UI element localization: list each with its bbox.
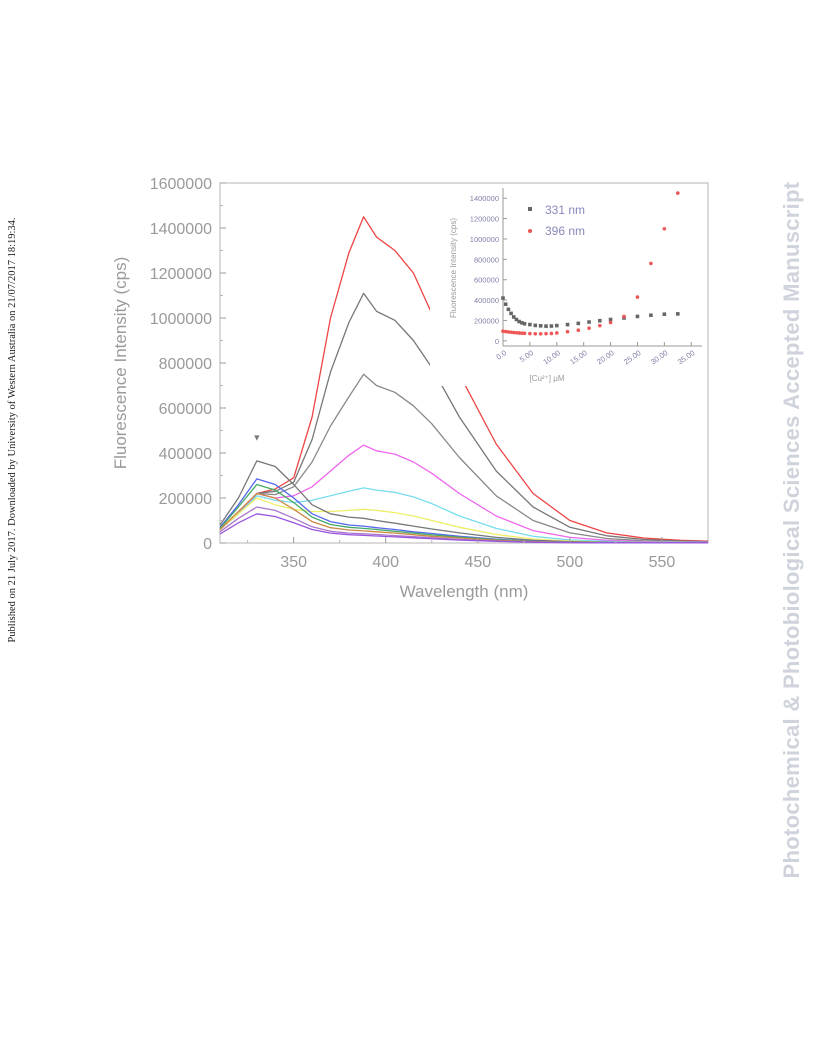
y-tick-label: 1200000 [150,266,212,283]
inset-point-331nm [576,321,581,326]
inset-point-396nm [533,331,538,336]
inset-y-tick-label: 600000 [474,276,499,285]
inset-point-396nm [587,326,591,330]
y-tick-label: 600000 [159,401,212,418]
y-axis-label: Fluorescence Intensity (cps) [111,257,130,470]
spectrum-line-3 [219,373,709,543]
inset-point-331nm [587,320,591,324]
legend-marker-396 [528,229,532,233]
main-axes: 0 200000 400000 600000 800000 1000000 1200000 1… [150,176,676,571]
y-tick-label: 200000 [159,491,212,508]
spectrum-line-4 [219,444,709,543]
main-series-group [219,216,709,544]
inset-point-396nm [528,331,532,336]
x-axis-label: Wavelength (nm) [400,582,529,601]
inset-point-396nm [635,295,640,299]
inset-x-axis-label: [Cu²⁺] μM [529,374,564,383]
x-tick-label: 450 [464,554,491,571]
inset-y-tick-label: 1000000 [470,235,499,244]
inset-point-396nm [554,331,559,335]
inset-point-331nm [549,324,554,328]
y-tick-label: 400000 [159,446,212,463]
inset-point-396nm [501,329,505,334]
y-tick-label: 0 [203,536,212,553]
inset-point-331nm [649,313,653,318]
inset-point-396nm [662,226,667,231]
main-chart: 0 200000 400000 600000 800000 1000000 1200000 1… [111,176,709,601]
inset-point-396nm [522,331,527,336]
inset-point-396nm [598,323,602,328]
inset-point-396nm [576,328,581,333]
inset-y-tick-label: 200000 [474,317,499,326]
y-tick-label: 1600000 [150,176,212,193]
inset-point-396nm [538,331,543,336]
x-tick-label: 400 [372,554,399,571]
inset-point-396nm [565,329,570,334]
inset-point-396nm [514,330,519,335]
inset-point-396nm [544,331,548,336]
inset-point-331nm [501,296,505,300]
spectrum-line-1 [219,216,709,542]
legend-marker-331 [528,207,532,211]
inset-point-396nm [549,331,554,336]
inset-point-396nm [622,314,626,319]
inset-y-axis-label: Fluorescence Intensity (cps) [449,218,458,318]
inset-point-396nm [511,330,516,335]
inset-point-331nm [554,323,559,328]
inset-point-331nm [503,302,508,307]
inset-points-group [501,191,680,336]
y-tick-label: 800000 [159,356,212,373]
inset-point-331nm [528,322,532,327]
inset-point-396nm [509,330,513,335]
inset-point-396nm [503,329,508,334]
inset-point-331nm [565,322,570,327]
inset-point-396nm [649,261,653,266]
inset-point-331nm [517,319,521,324]
inset-chart: 0 200000 400000 600000 800000 1000000 1200000 1… [430,186,706,386]
legend-label-396: 396 nm [545,224,585,238]
spectrum-line-12 [219,513,708,544]
x-tick-label: 550 [649,554,676,571]
inset-point-331nm [544,324,548,328]
x-tick-label: 350 [280,554,307,571]
inset-y-tick-label: 400000 [474,296,499,305]
inset-point-331nm [675,312,680,316]
inset-point-396nm [608,320,613,325]
inset-background [430,186,706,386]
inset-point-331nm [522,321,527,326]
inset-legend: 331 nm 396 nm [528,203,585,238]
inset-point-331nm [662,312,667,316]
inset-point-331nm [520,320,524,325]
inset-point-331nm [538,324,543,328]
annotation-arrow: ▼ [252,433,261,443]
inset-point-396nm [520,331,524,335]
x-tick-label: 500 [557,554,584,571]
inset-y-tick-label: 0 [495,337,499,346]
inset-point-331nm [533,323,538,328]
inset-point-331nm [635,314,640,319]
inset-point-331nm [608,317,613,322]
inset-y-tick-label: 1200000 [470,215,499,224]
inset-point-396nm [517,331,521,335]
inset-y-tick-label: 1400000 [470,194,499,203]
inset-point-331nm [514,317,519,322]
legend-label-331: 331 nm [545,203,585,217]
inset-point-331nm [598,318,602,323]
y-tick-label: 1400000 [150,221,212,238]
inset-point-331nm [509,311,513,316]
inset-y-tick-label: 800000 [474,255,499,264]
inset-point-396nm [506,330,511,334]
y-tick-label: 1000000 [150,311,212,328]
inset-point-396nm [675,191,680,195]
inset-point-331nm [506,307,511,312]
inset-point-331nm [511,315,516,319]
